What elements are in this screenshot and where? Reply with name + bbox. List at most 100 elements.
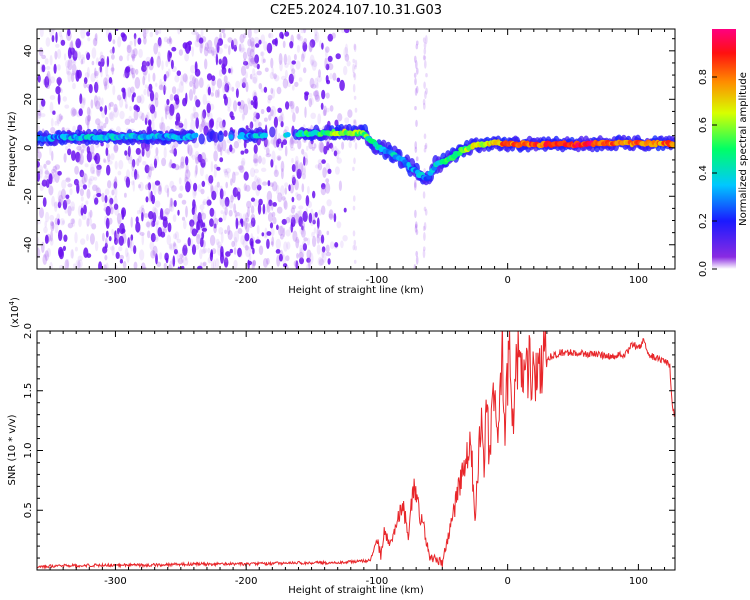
noise-speckle xyxy=(237,101,241,106)
noise-speckle xyxy=(173,233,177,240)
noise-speckle xyxy=(216,166,221,171)
noise-speckle xyxy=(344,29,350,34)
noise-speckle xyxy=(98,261,103,269)
noise-speckle xyxy=(88,108,92,118)
noise-speckle xyxy=(301,148,305,155)
noise-speckle xyxy=(318,229,322,237)
noise-speckle xyxy=(353,95,357,100)
noise-speckle xyxy=(222,119,226,128)
noise-speckle xyxy=(139,206,144,214)
noise-speckle xyxy=(153,42,159,55)
noise-speckle xyxy=(310,112,317,120)
noise-speckle xyxy=(294,159,300,169)
noise-speckle xyxy=(86,188,91,199)
noise-speckle xyxy=(270,227,275,237)
noise-speckle xyxy=(164,184,170,193)
noise-speckle xyxy=(242,51,248,60)
noise-speckle xyxy=(254,118,260,130)
noise-speckle xyxy=(138,48,143,59)
noise-speckle xyxy=(332,72,337,81)
noise-speckle xyxy=(45,160,51,166)
noise-speckle xyxy=(113,203,119,210)
noise-speckle xyxy=(61,179,67,190)
noise-speckle xyxy=(250,236,255,242)
noise-speckle xyxy=(97,170,100,176)
noise-speckle xyxy=(122,261,127,269)
noise-speckle xyxy=(278,53,283,65)
noise-speckle xyxy=(305,195,310,207)
noise-speckle xyxy=(158,184,162,192)
noise-speckle xyxy=(170,59,174,70)
noise-speckle xyxy=(64,198,68,205)
noise-speckle xyxy=(134,77,141,89)
noise-speckle xyxy=(105,230,109,238)
noise-speckle xyxy=(150,232,156,243)
noise-speckle xyxy=(144,164,150,174)
noise-speckle xyxy=(221,190,227,197)
noise-speckle xyxy=(272,202,278,207)
noise-speckle xyxy=(54,222,59,234)
noise-speckle xyxy=(46,247,51,258)
noise-speckle xyxy=(190,119,196,132)
noise-speckle xyxy=(163,85,167,92)
noise-speckle xyxy=(49,54,53,66)
noise-speckle xyxy=(258,178,262,186)
noise-speckle xyxy=(280,75,287,81)
noise-speckle xyxy=(54,164,60,170)
noise-speckle xyxy=(300,163,306,176)
noise-speckle xyxy=(75,69,80,82)
noise-speckle xyxy=(65,60,71,68)
noise-speckle xyxy=(325,244,330,253)
noise-speckle xyxy=(253,168,259,174)
noise-speckle xyxy=(301,50,306,59)
noise-speckle xyxy=(227,230,233,241)
noise-speckle xyxy=(201,227,208,232)
noise-speckle xyxy=(168,162,173,168)
noise-speckle xyxy=(250,41,255,53)
noise-speckle xyxy=(109,246,115,251)
noise-speckle xyxy=(233,171,239,176)
noise-speckle xyxy=(124,150,128,156)
noise-speckle xyxy=(294,165,299,173)
noise-speckle xyxy=(138,184,141,189)
noise-speckle xyxy=(177,29,181,35)
noise-speckle xyxy=(86,118,90,131)
noise-speckle xyxy=(177,120,183,127)
noise-speckle xyxy=(92,37,98,47)
noise-speckle xyxy=(57,201,62,209)
noise-speckle xyxy=(88,84,93,94)
noise-speckle xyxy=(95,57,99,66)
noise-speckle xyxy=(57,190,63,203)
noise-speckle xyxy=(258,198,263,206)
noise-speckle xyxy=(143,71,147,81)
noise-speckle xyxy=(164,103,169,113)
noise-speckle xyxy=(230,194,234,203)
noise-speckle xyxy=(300,221,306,232)
noise-speckle xyxy=(207,176,212,186)
noise-speckle xyxy=(85,115,91,126)
noise-speckle xyxy=(193,141,199,149)
noise-speckle xyxy=(75,259,81,269)
noise-speckle xyxy=(182,256,189,266)
noise-speckle xyxy=(271,88,276,99)
noise-speckle xyxy=(321,248,325,259)
noise-speckle xyxy=(223,33,226,39)
noise-speckle xyxy=(194,170,197,178)
noise-speckle xyxy=(58,246,64,258)
noise-speckle xyxy=(176,114,180,123)
noise-speckle xyxy=(50,220,54,227)
noise-speckle xyxy=(124,100,128,109)
noise-speckle xyxy=(57,76,62,87)
noise-speckle xyxy=(201,180,206,187)
noise-speckle xyxy=(152,245,158,257)
noise-speckle xyxy=(160,122,166,134)
noise-speckle xyxy=(231,86,235,92)
noise-speckle xyxy=(177,266,181,269)
noise-speckle xyxy=(150,218,154,228)
noise-speckle xyxy=(288,184,291,192)
noise-speckle xyxy=(139,115,143,120)
noise-speckle xyxy=(325,107,330,113)
noise-speckle xyxy=(289,41,294,49)
noise-speckle xyxy=(280,185,285,197)
noise-speckle xyxy=(270,241,274,246)
